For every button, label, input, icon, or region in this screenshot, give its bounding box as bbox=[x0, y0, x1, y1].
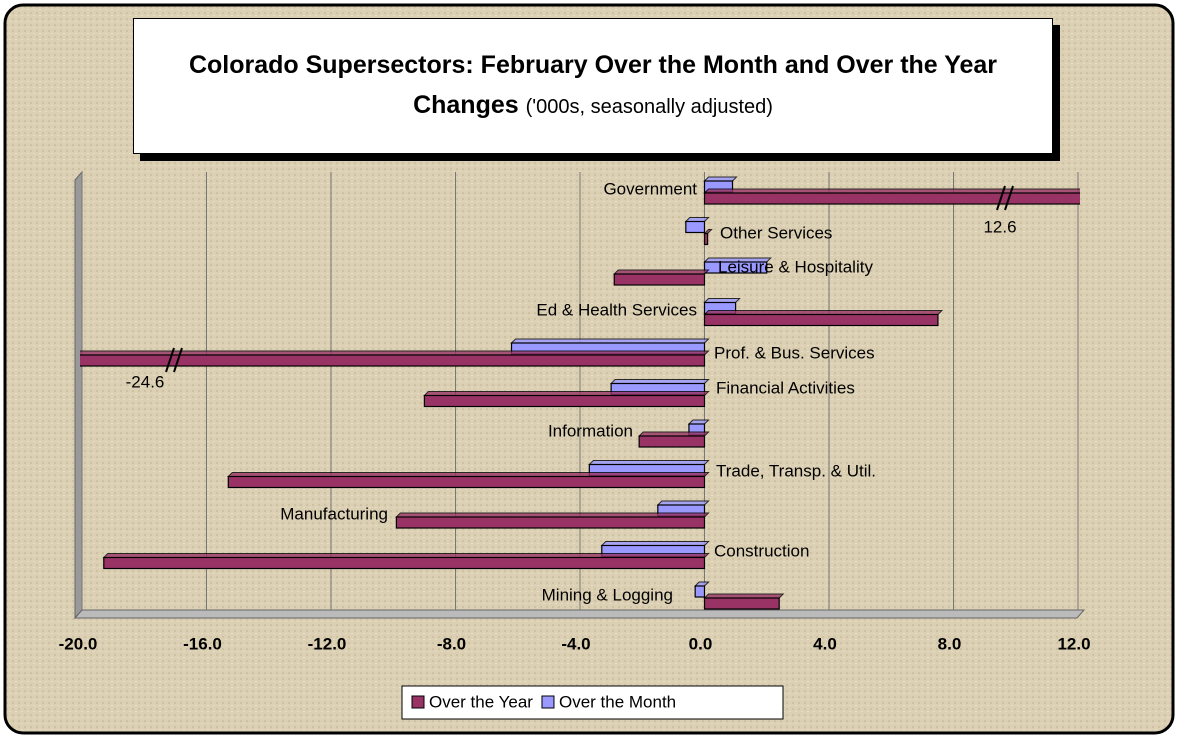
floor bbox=[73, 609, 1086, 619]
x-tick-label: 4.0 bbox=[813, 634, 837, 653]
bar bbox=[395, 516, 706, 529]
category-label: Construction bbox=[714, 541, 809, 560]
bar bbox=[103, 556, 706, 570]
break-mark bbox=[996, 185, 1014, 211]
category-label: Financial Activities bbox=[716, 378, 855, 397]
bar bbox=[703, 192, 1080, 205]
chart-title: Colorado Supersectors: February Over the… bbox=[188, 51, 998, 119]
category-label: Leisure & Hospitality bbox=[718, 257, 873, 276]
x-tick-label: -8.0 bbox=[437, 634, 466, 653]
bar-top bbox=[227, 472, 710, 477]
x-tick-label: 0.0 bbox=[689, 634, 713, 653]
break-mark bbox=[165, 347, 183, 373]
bar bbox=[694, 585, 706, 598]
value-label: -24.6 bbox=[126, 372, 165, 391]
category-label: Mining & Logging bbox=[542, 585, 673, 604]
legend-box bbox=[401, 685, 784, 720]
category-label: Government bbox=[603, 179, 697, 198]
bar-top bbox=[656, 500, 710, 506]
category-label: Manufacturing bbox=[280, 504, 388, 523]
bar-top bbox=[423, 391, 710, 396]
legend: Over the Year Over the Month bbox=[401, 685, 784, 720]
x-tick-label: -12.0 bbox=[308, 634, 347, 653]
legend-swatch bbox=[541, 695, 555, 709]
bar bbox=[703, 261, 768, 274]
bar-top bbox=[687, 419, 710, 425]
frame bbox=[3, 3, 1175, 735]
value-label: 12.6 bbox=[983, 217, 1016, 236]
bar bbox=[703, 232, 709, 246]
x-tick-label: 12.0 bbox=[1057, 634, 1090, 653]
bar bbox=[638, 435, 706, 448]
category-label: Information bbox=[548, 421, 633, 440]
bar-top bbox=[613, 269, 710, 275]
bar-top bbox=[703, 188, 1080, 194]
x-tick-label: -4.0 bbox=[561, 634, 590, 653]
bar bbox=[703, 313, 939, 327]
bar-top bbox=[609, 379, 710, 384]
bar-top bbox=[703, 176, 738, 182]
bar-top bbox=[510, 338, 710, 344]
legend-label: Over the Year bbox=[429, 692, 533, 711]
x-tick-label: 8.0 bbox=[938, 634, 962, 653]
category-label: Prof. & Bus. Services bbox=[714, 343, 875, 362]
bar bbox=[685, 220, 706, 234]
bar bbox=[423, 394, 706, 408]
bar-top bbox=[80, 350, 710, 356]
category-label: Trade, Transp. & Util. bbox=[716, 461, 876, 480]
bar bbox=[613, 273, 706, 286]
x-tick-label: -20.0 bbox=[59, 634, 98, 653]
bar bbox=[703, 597, 780, 610]
bar bbox=[227, 475, 706, 489]
bar-top bbox=[703, 310, 944, 315]
bar bbox=[80, 354, 706, 367]
category-label: Ed & Health Services bbox=[536, 300, 697, 319]
bar-top bbox=[684, 217, 710, 222]
x-tick-label: -16.0 bbox=[183, 634, 222, 653]
legend-label: Over the Month bbox=[559, 692, 676, 711]
title-box: Colorado Supersectors: February Over the… bbox=[133, 18, 1053, 154]
category-label: Other Services bbox=[720, 223, 832, 242]
bar-top bbox=[588, 460, 710, 465]
bar-top bbox=[703, 298, 741, 303]
left-wall bbox=[74, 170, 83, 620]
legend-swatch bbox=[411, 695, 425, 709]
bar-top bbox=[637, 431, 710, 437]
chart-subtitle: ('000s, seasonally adjusted) bbox=[525, 96, 773, 118]
